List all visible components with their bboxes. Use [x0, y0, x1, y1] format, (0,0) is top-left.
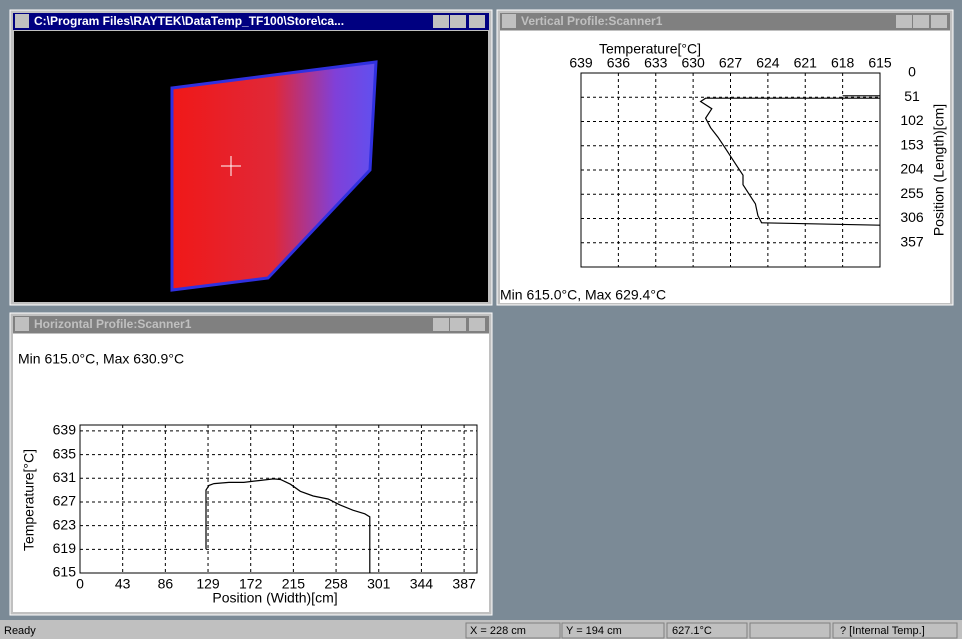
y-tick-label: 623	[53, 516, 77, 532]
close-button[interactable]	[469, 15, 485, 28]
x-tick-label: 0	[76, 576, 84, 592]
x-tick-label: 172	[239, 576, 263, 592]
x-tick-label: 258	[324, 576, 348, 592]
status-x: X = 228 cm	[470, 625, 526, 637]
y-tick-label: 619	[53, 540, 77, 556]
x-axis-label: Position (Width)[cm]	[212, 590, 337, 606]
x-tick-label: 621	[794, 55, 818, 71]
close-button[interactable]	[931, 15, 947, 28]
desktop: C:\Program Files\RAYTEK\DataTemp_TF100\S…	[0, 0, 962, 639]
x-tick-label: 639	[569, 55, 593, 71]
y-tick-label: 615	[53, 564, 77, 580]
x-tick-label: 129	[196, 576, 220, 592]
x-tick-label: 618	[831, 55, 855, 71]
y-tick-label: 51	[904, 88, 920, 104]
y-tick-label: 631	[53, 469, 77, 485]
maximize-button[interactable]	[913, 15, 929, 28]
x-tick-label: 636	[607, 55, 631, 71]
window-icon[interactable]	[15, 14, 29, 28]
x-tick-label: 301	[367, 576, 391, 592]
x-tick-label: 86	[158, 576, 174, 592]
x-tick-label: 624	[756, 55, 780, 71]
close-button[interactable]	[469, 318, 485, 331]
status-bar: Ready X = 228 cm Y = 194 cm 627.1°C ? [I…	[0, 620, 962, 639]
annotation: Min 615.0°C, Max 630.9°C	[18, 351, 184, 367]
minimize-button[interactable]	[896, 15, 912, 28]
x-tick-label: 344	[410, 576, 434, 592]
x-tick-label: 215	[282, 576, 306, 592]
x-tick-label: 627	[719, 55, 743, 71]
x-tick-label: 43	[115, 576, 131, 592]
y-tick-label: 204	[900, 161, 924, 177]
maximize-button[interactable]	[450, 15, 466, 28]
window-icon[interactable]	[15, 317, 29, 331]
status-text: Ready	[4, 625, 36, 637]
annotation: Min 615.0°C, Max 629.4°C	[500, 287, 666, 303]
window-title: Horizontal Profile:Scanner1	[34, 317, 192, 331]
window-icon[interactable]	[502, 14, 516, 28]
y-tick-label: 255	[900, 185, 924, 201]
minimize-button[interactable]	[433, 318, 449, 331]
minimize-button[interactable]	[433, 15, 449, 28]
maximize-button[interactable]	[450, 318, 466, 331]
y-tick-label: 153	[900, 136, 924, 152]
x-tick-label: 387	[452, 576, 476, 592]
plot-area	[80, 425, 477, 573]
x-tick-label: 630	[681, 55, 705, 71]
status-y: Y = 194 cm	[566, 625, 622, 637]
status-temp: 627.1°C	[672, 625, 712, 637]
window-title: Vertical Profile:Scanner1	[521, 14, 663, 28]
y-axis-label: Position (Length)[cm]	[931, 104, 947, 236]
y-tick-label: 102	[900, 112, 924, 128]
window-title: C:\Program Files\RAYTEK\DataTemp_TF100\S…	[34, 14, 344, 28]
y-tick-label: 357	[900, 233, 924, 249]
x-tick-label: 615	[868, 55, 892, 71]
image-window[interactable]: C:\Program Files\RAYTEK\DataTemp_TF100\S…	[10, 10, 492, 305]
y-tick-label: 627	[53, 493, 77, 509]
y-tick-label: 639	[53, 422, 77, 438]
y-tick-label: 635	[53, 445, 77, 461]
y-axis-label: Temperature[°C]	[21, 449, 37, 551]
status-source: ? [Internal Temp.]	[840, 625, 925, 637]
y-tick-label: 0	[908, 64, 916, 80]
x-tick-label: 633	[644, 55, 668, 71]
y-tick-label: 306	[900, 209, 924, 225]
